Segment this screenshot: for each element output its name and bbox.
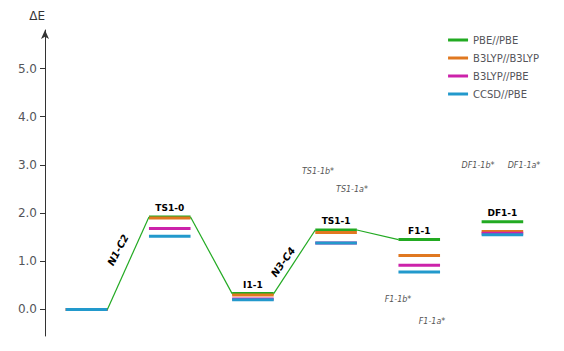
svg-text:5.0: 5.0 [18, 62, 37, 76]
svg-text:N1-C2: N1-C2 [105, 232, 131, 267]
svg-text:DF1-1b*: DF1-1b* [462, 161, 495, 170]
svg-text:1.0: 1.0 [18, 254, 37, 268]
svg-text:N3-C4: N3-C4 [269, 245, 298, 279]
svg-text:F1-1b*: F1-1b* [385, 295, 412, 304]
svg-text:F1-1: F1-1 [408, 226, 430, 236]
svg-text:TS1-0: TS1-0 [155, 203, 184, 213]
svg-text:F1-1a*: F1-1a* [419, 317, 446, 326]
svg-text:2.0: 2.0 [18, 206, 37, 220]
svg-text:4.0: 4.0 [18, 110, 37, 124]
svg-text:ΔE: ΔE [29, 9, 45, 23]
svg-text:B3LYP//B3LYP: B3LYP//B3LYP [473, 53, 539, 64]
svg-text:DF1-1: DF1-1 [487, 208, 517, 218]
svg-text:PBE//PBE: PBE//PBE [473, 35, 518, 46]
svg-text:TS1-1a*: TS1-1a* [336, 185, 368, 194]
svg-text:3.0: 3.0 [18, 158, 37, 172]
svg-text:TS1-1b*: TS1-1b* [302, 167, 334, 176]
svg-text:I1-1: I1-1 [243, 280, 263, 290]
svg-text:DF1-1a*: DF1-1a* [508, 161, 541, 170]
svg-text:B3LYP//PBE: B3LYP//PBE [473, 71, 529, 82]
svg-text:0.0: 0.0 [18, 302, 37, 316]
svg-text:CCSD//PBE: CCSD//PBE [473, 89, 527, 100]
svg-text:TS1-1: TS1-1 [322, 216, 351, 226]
